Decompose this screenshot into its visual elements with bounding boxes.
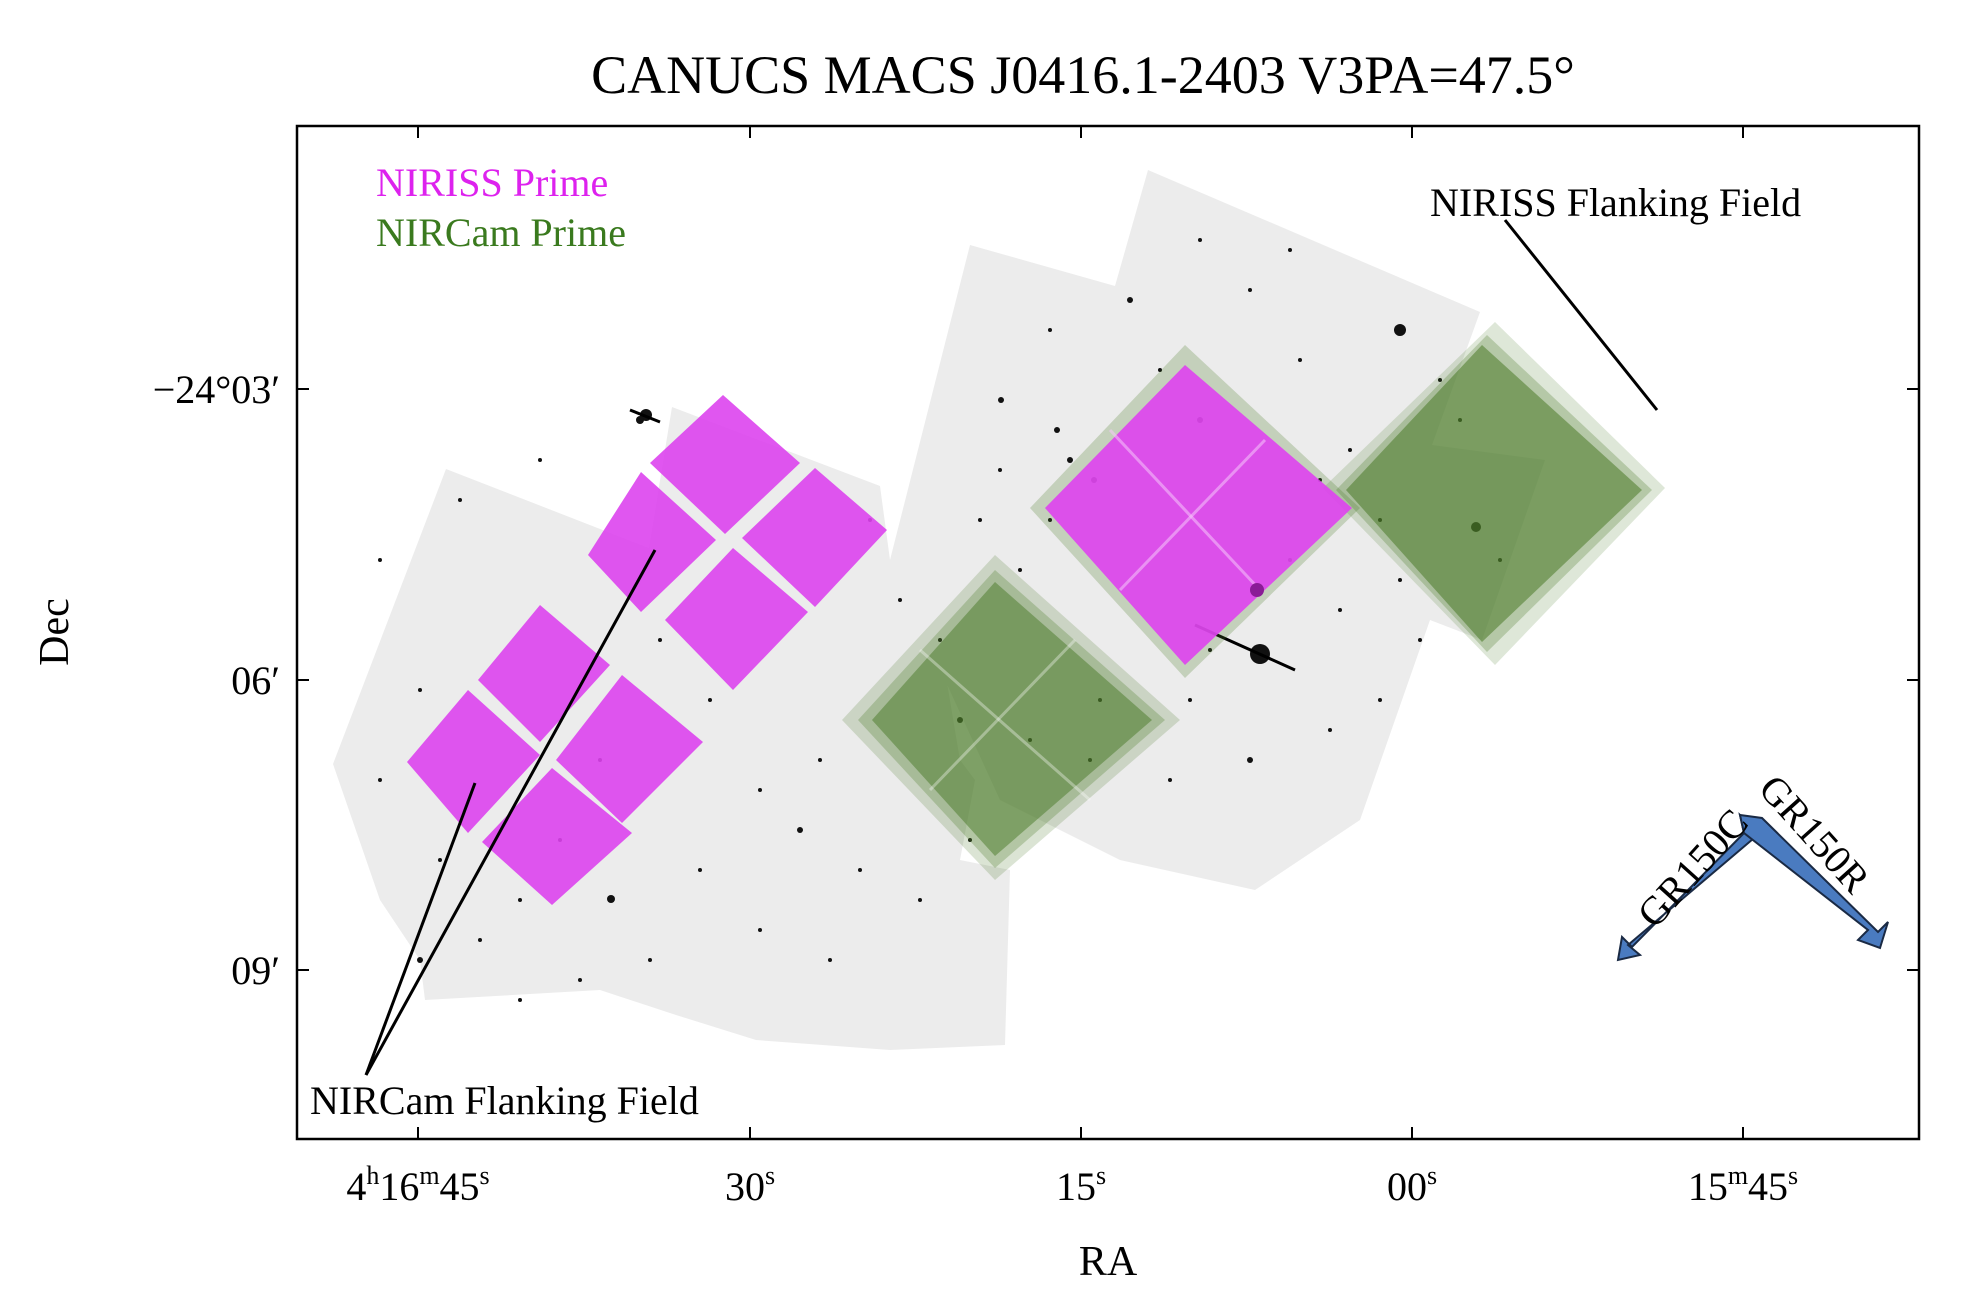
figure-title: CANUCS MACS J0416.1-2403 V3PA=47.5° — [591, 45, 1575, 105]
nircam-prime-field — [842, 555, 1180, 880]
y-axis-label: Dec — [32, 598, 78, 666]
y-tick-label-1: 06′ — [231, 658, 280, 703]
label-nircam-flanking-field: NIRCam Flanking Field — [310, 1078, 699, 1123]
label-gr150c: GR150C — [1628, 800, 1757, 936]
x-tick-label-3: 00s — [1387, 1161, 1437, 1209]
label-niriss-flanking-field: NIRISS Flanking Field — [1430, 180, 1801, 225]
tick-marks — [297, 126, 1919, 1139]
grism-arrows — [1616, 812, 1889, 962]
x-tick-label-2: 15s — [1056, 1161, 1106, 1209]
plot-frame — [295, 124, 1921, 1141]
niriss-flanking-field — [1323, 322, 1665, 665]
nircam-flanking-field-upper — [588, 395, 887, 690]
legend-nircam-prime: NIRCam Prime — [376, 210, 626, 255]
x-tick-label-1: 30s — [725, 1161, 775, 1209]
niriss-prime-field — [1030, 345, 1360, 678]
x-tick-label-0: 4h16m45s — [346, 1161, 489, 1209]
x-tick-label-4: 15m45s — [1688, 1161, 1798, 1209]
hst-mosaic-image — [333, 170, 1545, 1050]
legend-niriss-prime: NIRISS Prime — [376, 160, 608, 205]
x-axis-label: RA — [1079, 1239, 1138, 1285]
y-tick-label-0: −24°03′ — [153, 367, 280, 412]
nircam-flanking-field-lower — [407, 605, 703, 905]
y-tick-label-2: 09′ — [231, 948, 280, 993]
leader-lines — [364, 219, 1659, 1076]
